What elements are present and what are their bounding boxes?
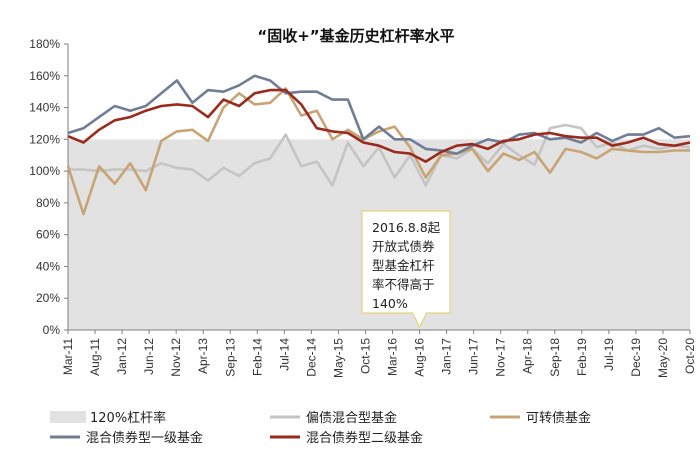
x-tick-label: Dec-19 (629, 338, 643, 377)
x-tick-label: Jun-17 (467, 338, 481, 375)
chart-title: “固收+”基金历史杠杆率水平 (257, 27, 454, 45)
annotation-text-line: 开放式债券 (372, 239, 435, 254)
x-tick-label: Mar-16 (386, 338, 400, 376)
y-tick-label: 20% (36, 291, 60, 305)
legend-label: 混合债券型一级基金 (86, 430, 203, 446)
x-tick-label: Sep-13 (223, 338, 237, 377)
y-tick-label: 180% (29, 37, 60, 51)
annotation-text-line: 140% (372, 296, 408, 311)
y-tick-label: 160% (29, 69, 60, 83)
x-tick-label: Jan-17 (440, 338, 454, 375)
legend-label: 混合债券型二级基金 (306, 430, 423, 446)
x-tick-label: Feb-14 (250, 338, 264, 376)
y-tick-label: 40% (36, 259, 60, 273)
x-tick-label: Aug-11 (88, 338, 102, 376)
annotation-box (361, 210, 451, 329)
series-line-2 (66, 87, 690, 216)
x-tick-label: Aug-16 (413, 338, 427, 377)
x-tick-label: May-15 (331, 338, 345, 378)
series-line-1 (68, 123, 691, 187)
x-tick-label: Sep-18 (548, 338, 562, 377)
legend-label: 120%杠杆率 (90, 410, 166, 426)
x-tick-label: Nov-17 (494, 338, 508, 377)
x-tick-label: Nov-12 (169, 338, 183, 377)
x-tick-label: Apr-13 (196, 338, 210, 374)
legend-label: 偏债混合型基金 (306, 410, 397, 426)
series-layer (66, 74, 691, 216)
x-tick-label: Feb-19 (575, 338, 589, 376)
x-tick-label: Jun-12 (142, 338, 156, 375)
axis-layer (64, 43, 691, 334)
x-tick-label: Dec-14 (304, 338, 318, 377)
x-tick-label: May-20 (656, 338, 670, 378)
x-tick-label: Jan-12 (115, 338, 129, 375)
x-tick-label: Jul-14 (277, 338, 291, 371)
annotation-text-line: 2016.8.8起 (372, 220, 441, 235)
y-tick-label: 80% (36, 196, 60, 210)
y-tick-label: 120% (29, 132, 60, 146)
x-tick-label: Apr-18 (521, 338, 535, 374)
x-tick-label: Mar-11 (61, 338, 75, 375)
legend-label: 可转债基金 (526, 410, 591, 426)
legend-swatch-band (50, 411, 86, 423)
annotation-text-line: 型基金杠杆 (372, 258, 435, 273)
series-line-3 (67, 74, 691, 155)
y-tick-label: 140% (29, 101, 60, 115)
tick-label-layer: 0% 20% 40% 60% 80% 100% 120% 140% 160% 180% Mar-11… (29, 37, 697, 378)
x-tick-label: Oct-20 (683, 338, 697, 374)
annotation-text-line: 率不得高于 (372, 277, 435, 292)
x-tick-label: Oct-15 (358, 338, 372, 374)
y-tick-label: 60% (36, 228, 60, 242)
x-tick-label: Jul-19 (602, 338, 616, 371)
series-line-4 (67, 88, 691, 163)
y-tick-label: 0% (43, 323, 61, 337)
y-tick-label: 100% (29, 164, 60, 178)
